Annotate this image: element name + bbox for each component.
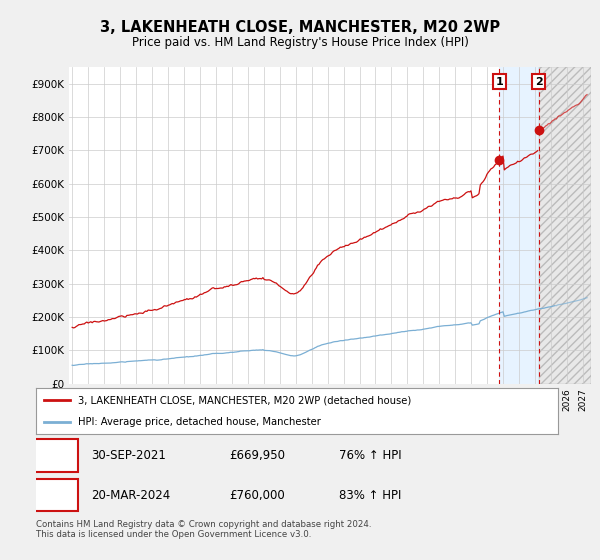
Text: Price paid vs. HM Land Registry's House Price Index (HPI): Price paid vs. HM Land Registry's House …: [131, 36, 469, 49]
Text: 30-SEP-2021: 30-SEP-2021: [91, 449, 166, 463]
FancyBboxPatch shape: [34, 440, 78, 472]
Text: Contains HM Land Registry data © Crown copyright and database right 2024.
This d: Contains HM Land Registry data © Crown c…: [36, 520, 371, 539]
Text: £760,000: £760,000: [229, 488, 285, 502]
Text: 2: 2: [52, 488, 59, 502]
FancyBboxPatch shape: [34, 479, 78, 511]
Text: 76% ↑ HPI: 76% ↑ HPI: [339, 449, 401, 463]
Text: HPI: Average price, detached house, Manchester: HPI: Average price, detached house, Manc…: [78, 417, 320, 427]
Text: 20-MAR-2024: 20-MAR-2024: [91, 488, 170, 502]
Bar: [499, 67, 539, 384]
Text: £669,950: £669,950: [229, 449, 285, 463]
Bar: [539, 67, 591, 384]
Text: 83% ↑ HPI: 83% ↑ HPI: [339, 488, 401, 502]
Text: 1: 1: [496, 77, 503, 87]
Text: 1: 1: [52, 449, 59, 463]
Text: 3, LAKENHEATH CLOSE, MANCHESTER, M20 2WP (detached house): 3, LAKENHEATH CLOSE, MANCHESTER, M20 2WP…: [78, 395, 411, 405]
Text: 3, LAKENHEATH CLOSE, MANCHESTER, M20 2WP: 3, LAKENHEATH CLOSE, MANCHESTER, M20 2WP: [100, 20, 500, 35]
Text: 2: 2: [535, 77, 542, 87]
